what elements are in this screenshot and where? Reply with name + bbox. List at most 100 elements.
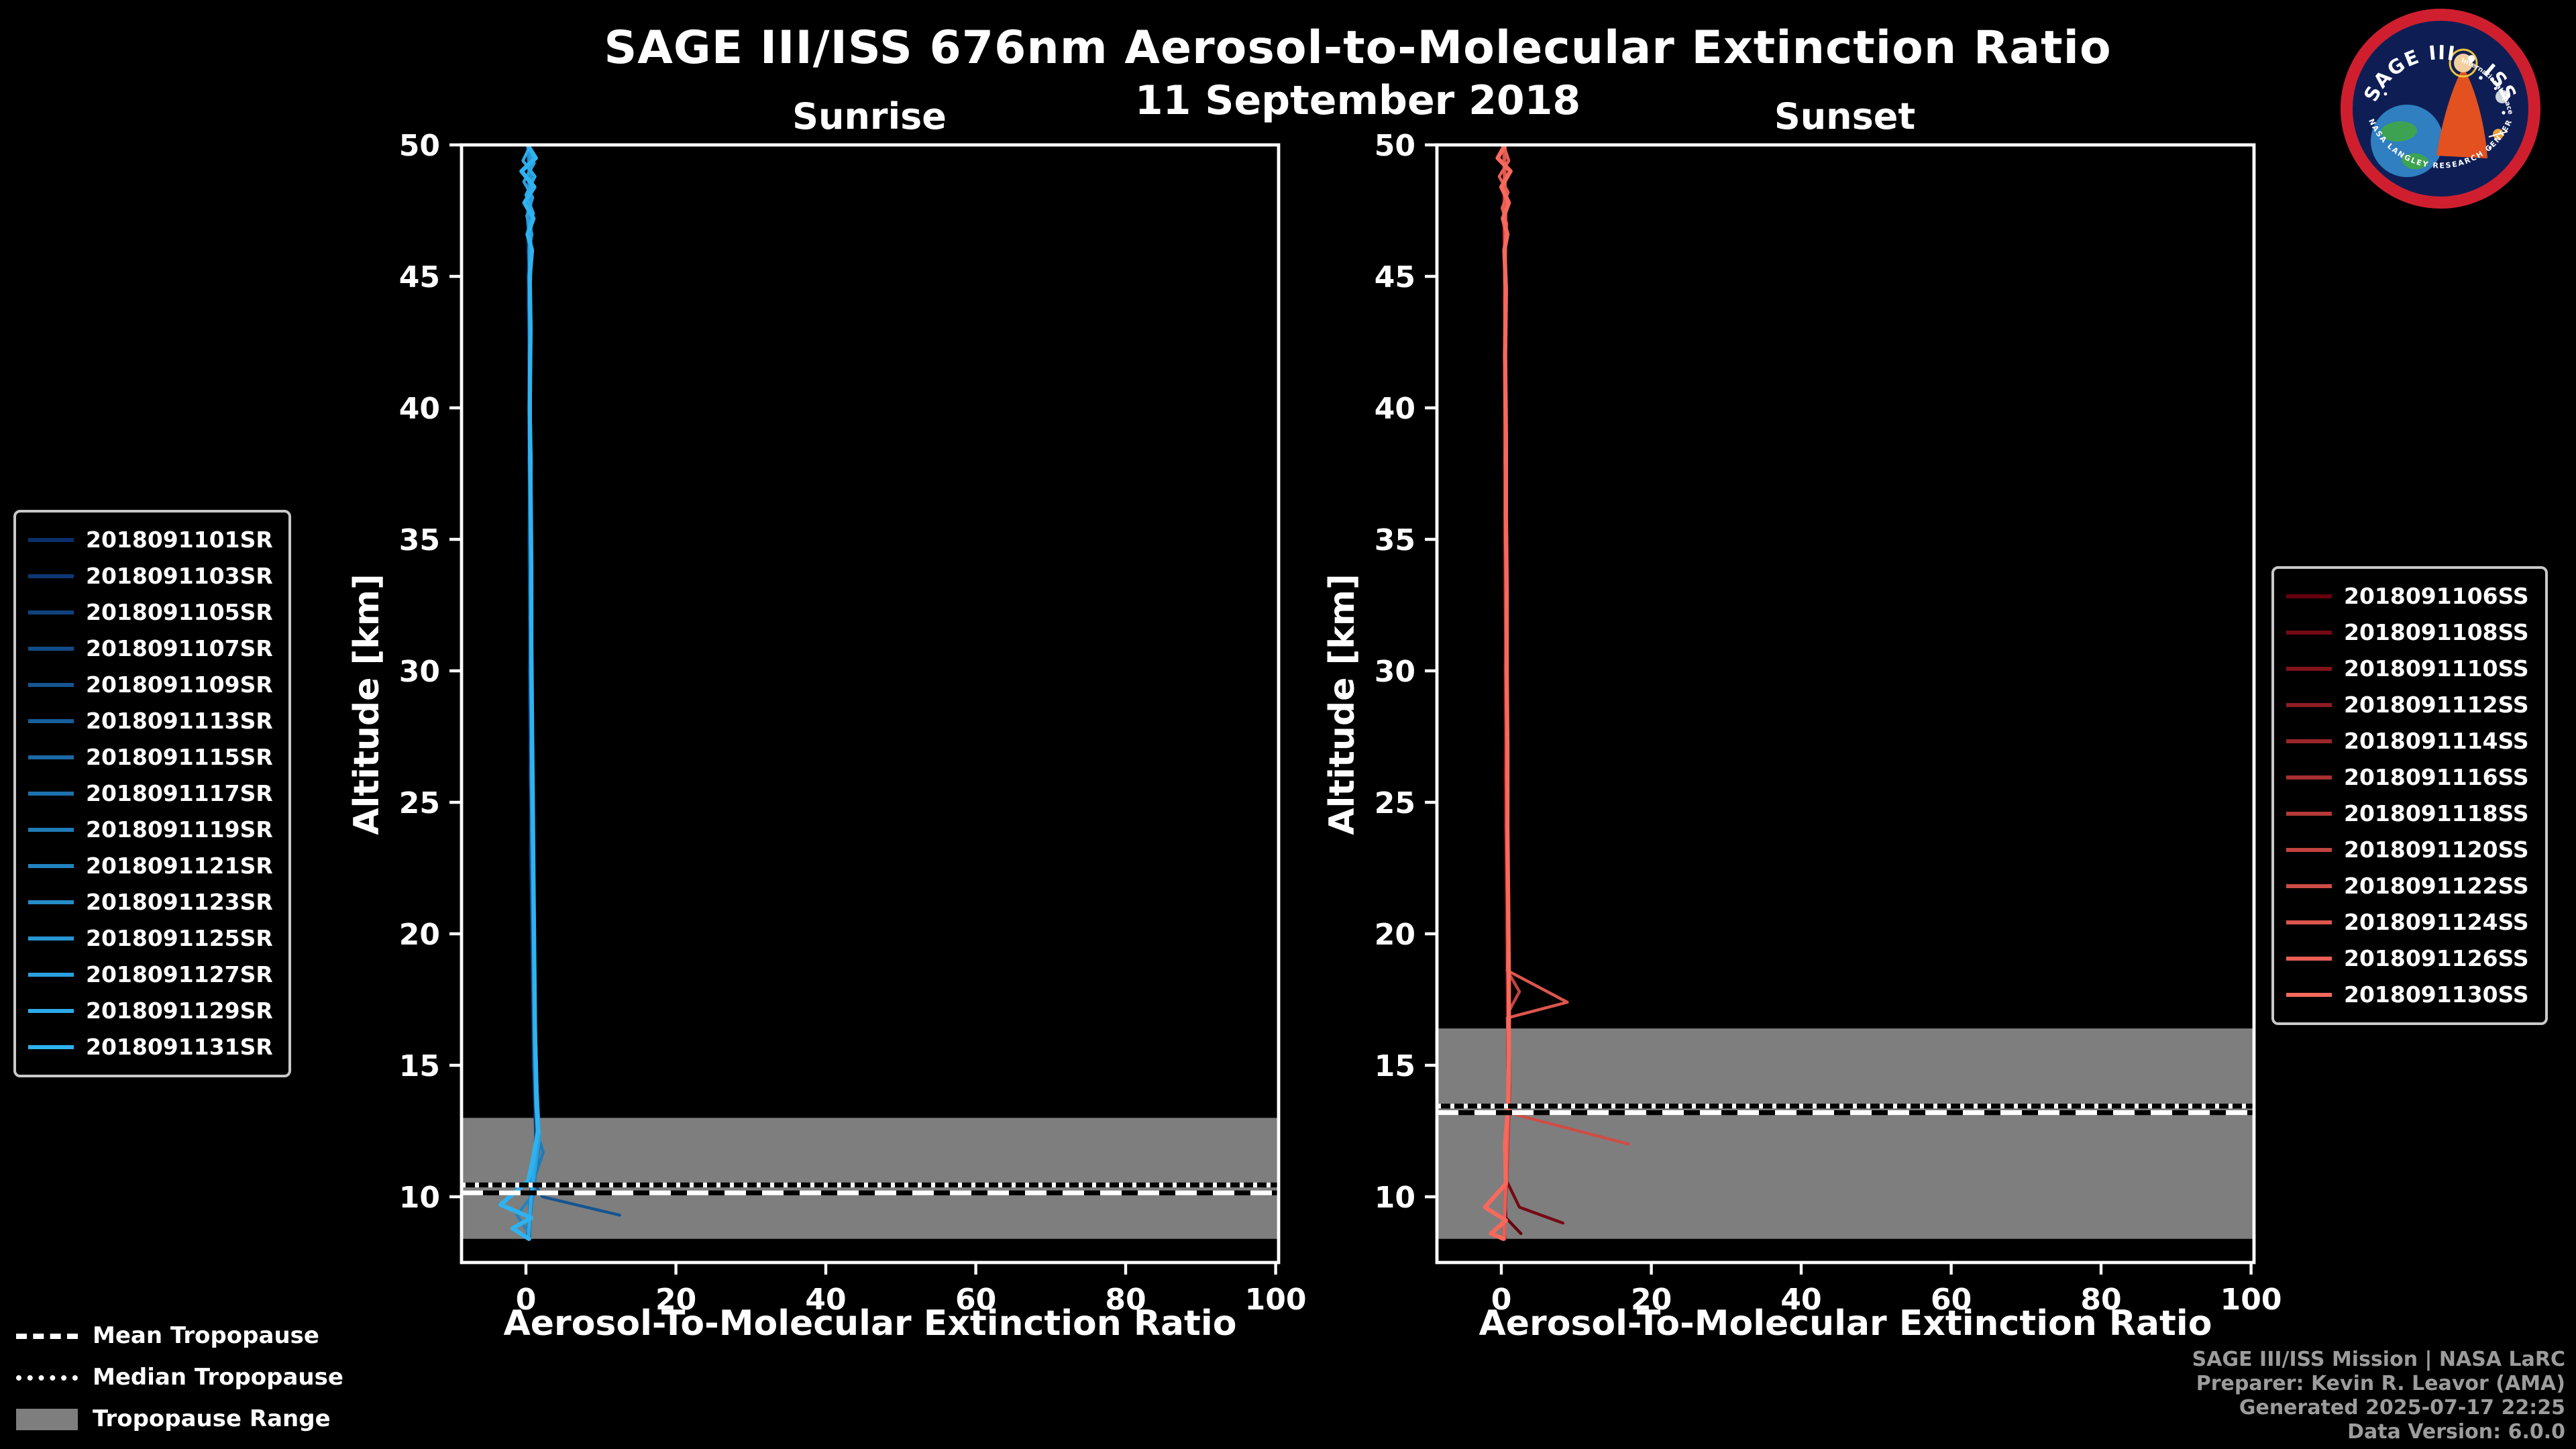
mission-credit: SAGE III/ISS Mission | NASA LaRC [2192,1347,2565,1371]
sunrise-plot: 0 20 40 60 80 100 10 15 20 25 30 35 40 45 50 [399,129,1307,1317]
legend-item: 2018091121SR [28,848,273,884]
legend-label: 2018091105SR [86,600,273,625]
sunrise-axes-frame [460,143,1281,1265]
legend-label: 2018091113SR [86,708,273,734]
band-sample [16,1408,78,1430]
sunset-ytick-label: 40 [1375,392,1415,426]
legend-line-swatch [2286,631,2332,635]
legend-label: 2018091108SS [2344,620,2529,645]
legend-label: 2018091110SS [2344,656,2529,682]
legend-line-swatch [28,1009,74,1013]
sunrise-ytick-label: 30 [399,655,440,689]
sunset-legend: 2018091106SS 2018091108SS 2018091110SS 2018… [2271,566,2548,1025]
legend-item: 2018091105SR [28,594,273,631]
legend-line-swatch [28,792,74,796]
sunrise-yaxis-label: Altitude [km] [347,574,388,835]
legend-label: 2018091118SS [2344,801,2529,826]
sage-iii-iss-logo: SAGE III • ISS International Space Stati… [2337,3,2540,209]
median-tropopause-label: Median Tropopause [93,1364,343,1391]
legend-item: 2018091122SS [2286,868,2529,904]
legend-line-swatch [28,828,74,832]
tropopause-legend: Mean Tropopause Median Tropopause Tropop… [16,1315,343,1440]
legend-label: 2018091103SR [86,564,273,589]
tropopause-range-legend-item: Tropopause Range [16,1398,343,1440]
sunset-yaxis-label: Altitude [km] [1323,574,1363,835]
legend-item: 2018091107SR [28,631,273,667]
legend-label: 2018091126SS [2344,946,2529,971]
legend-item: 2018091112SS [2286,687,2529,723]
legend-item: 2018091115SR [28,739,273,775]
sunrise-xtick-label: 100 [1245,1283,1307,1317]
sunset-ytick-label: 35 [1375,523,1415,557]
sunset-ytick-label: 30 [1375,655,1415,689]
sunset-axes-frame [1435,143,2256,1265]
sunrise-ytick-label: 50 [399,129,440,163]
legend-item: 2018091127SR [28,957,273,993]
sunset-xtick-label: 0 [1491,1283,1512,1317]
data-version: Data Version: 6.0.0 [2347,1419,2565,1444]
legend-item: 2018091117SR [28,775,273,812]
sunset-xtick-label: 100 [2220,1283,2282,1317]
legend-line-swatch [28,936,74,941]
legend-item: 2018091109SR [28,667,273,703]
legend-line-swatch [28,755,74,759]
legend-label: 2018091122SS [2344,873,2529,899]
legend-line-swatch [28,683,74,687]
legend-line-swatch [28,538,74,542]
mean-tropopause-legend-item: Mean Tropopause [16,1315,343,1356]
sunrise-series-group [498,145,621,1242]
legend-line-swatch [2286,993,2332,997]
legend-label: 2018091116SS [2344,765,2529,790]
generated-timestamp: Generated 2025-07-17 22:25 [2239,1395,2565,1419]
sunset-xtick-label: 60 [1931,1283,1972,1317]
legend-line-swatch [2286,594,2332,598]
legend-line-swatch [2286,775,2332,780]
legend-item: 2018091114SS [2286,723,2529,759]
sunrise-ytick-label: 35 [399,523,440,557]
legend-line-swatch [2286,739,2332,743]
dotted-line-sample [16,1375,78,1380]
legend-item: 2018091118SS [2286,796,2529,832]
sunrise-ytick-label: 20 [399,918,440,952]
legend-item: 2018091116SS [2286,759,2529,796]
legend-label: 2018091120SS [2344,837,2529,863]
legend-line-swatch [28,864,74,868]
sunrise-ytick-label: 15 [399,1049,440,1083]
legend-item: 2018091110SS [2286,651,2529,687]
sunrise-xtick-label: 0 [516,1283,537,1317]
legend-label: 2018091112SS [2344,692,2529,718]
legend-label: 2018091130SS [2344,982,2529,1008]
sunrise-series-2018091131SR [498,145,541,1242]
sunset-ytick-label: 15 [1375,1049,1415,1083]
sunset-ytick-label: 10 [1375,1181,1415,1215]
legend-item: 2018091120SS [2286,832,2529,868]
sunrise-xtick-label: 20 [655,1283,696,1317]
attribution-block: SAGE III/ISS Mission | NASA LaRC Prepare… [2192,1347,2565,1444]
legend-item: 2018091131SR [28,1029,273,1065]
legend-label: 2018091115SR [86,745,273,770]
legend-label: 2018091119SR [86,817,273,843]
sunrise-xtick-label: 60 [955,1283,996,1317]
legend-line-swatch [2286,920,2332,924]
sunrise-xtick-label: 80 [1105,1283,1146,1317]
legend-item: 2018091113SR [28,703,273,739]
preparer-credit: Preparer: Kevin R. Leavor (AMA) [2196,1371,2565,1395]
sunset-xtick-label: 40 [1780,1283,1821,1317]
sunset-xtick-label: 20 [1631,1283,1672,1317]
figure-title: SAGE III/ISS 676nm Aerosol-to-Molecular … [604,21,2112,75]
sunset-tropopause-range-band [1437,1028,2254,1239]
dashed-line-sample [16,1333,78,1338]
panel-title-sunset: Sunset [1774,97,1916,138]
sunset-xaxis-label: Aerosol-To-Molecular Extinction Ratio [1479,1304,2212,1344]
legend-item: 2018091103SR [28,558,273,594]
legend-label: 2018091107SR [86,636,273,661]
sunset-ytick-label: 20 [1375,918,1415,952]
figure-date: 11 September 2018 [1134,78,1581,125]
sunrise-legend: 2018091101SR 2018091103SR 2018091105SR 2018… [13,510,292,1077]
legend-item: 2018091108SS [2286,614,2529,651]
sunset-ytick-label: 50 [1375,129,1415,163]
sunrise-xaxis-label: Aerosol-To-Molecular Extinction Ratio [503,1304,1237,1344]
legend-label: 2018091121SR [86,853,273,879]
sunset-series-group [1483,145,1631,1242]
